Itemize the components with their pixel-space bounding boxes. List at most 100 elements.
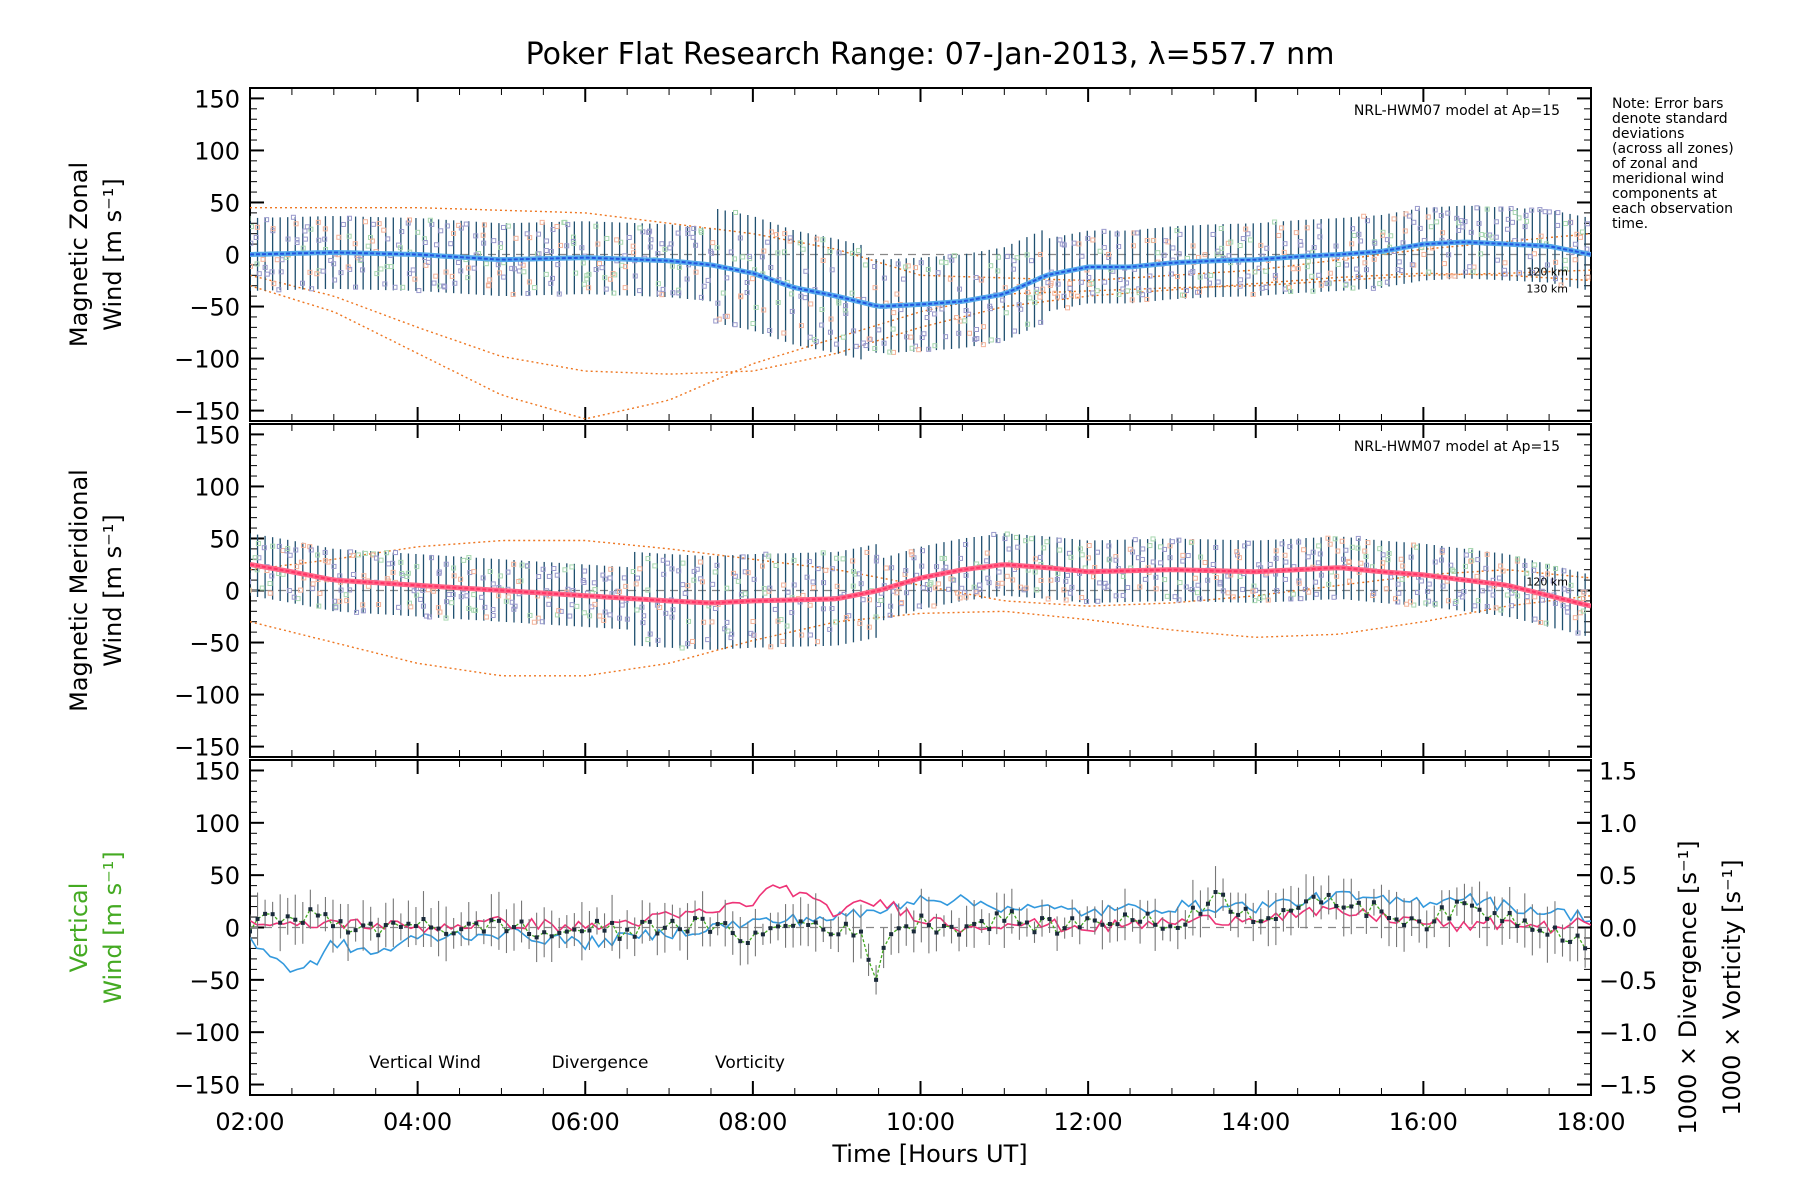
- x-tick-label: 06:00: [551, 1108, 620, 1136]
- scatter-point: [1177, 231, 1183, 237]
- scatter-point: [1532, 616, 1538, 622]
- scatter-point: [974, 590, 980, 596]
- scatter-point: [1296, 580, 1302, 586]
- scatter-point: [1297, 239, 1303, 245]
- vertical-wind-point: [564, 929, 569, 934]
- scatter-point: [1388, 233, 1394, 239]
- scatter-point: [1078, 279, 1084, 285]
- vertical-wind-point: [572, 927, 577, 932]
- scatter-point: [1493, 605, 1499, 611]
- scatter-point: [782, 231, 788, 237]
- vertical-wind-point: [1568, 939, 1573, 944]
- x-axis: 02:00 04:00 06:00 08:00 10:00 12:00 14:00 16:00…: [215, 1108, 1625, 1136]
- scatter-point: [821, 580, 827, 586]
- vertical-wind-point: [677, 927, 682, 932]
- scatter-point: [347, 266, 353, 272]
- x-tick-label: 12:00: [1054, 1108, 1123, 1136]
- vertical-wind-point: [1560, 938, 1565, 943]
- vertical-wind-point: [1537, 928, 1542, 933]
- scatter-point: [655, 251, 661, 257]
- scatter-point: [802, 295, 808, 301]
- scatter-point: [443, 561, 449, 567]
- scatter-point: [308, 547, 314, 553]
- scatter-point: [1273, 555, 1279, 561]
- scatter-point: [483, 261, 489, 267]
- scatter-point: [1068, 292, 1074, 298]
- scatter-point: [1356, 231, 1362, 237]
- scatter-point: [916, 603, 922, 609]
- mean-wind-line-overlay: [250, 241, 1591, 308]
- scatter-point: [1162, 577, 1168, 583]
- vertical-wind-point: [1522, 918, 1527, 923]
- scatter-point: [1105, 251, 1111, 257]
- scatter-point: [724, 619, 730, 625]
- scatter-point: [1448, 562, 1454, 568]
- scatter-point: [1350, 285, 1356, 291]
- vertical-wind-point: [300, 920, 305, 925]
- scatter-point: [781, 582, 787, 588]
- vertical-wind-point: [353, 928, 358, 933]
- scatter-point: [791, 557, 797, 563]
- scatter-point: [1469, 557, 1475, 563]
- scatter-point: [407, 217, 413, 223]
- scatter-point: [899, 599, 905, 605]
- vertical-wind-point: [753, 930, 758, 935]
- scatter-point: [300, 245, 306, 251]
- scatter-point: [1076, 241, 1082, 247]
- y-tick-label: 0: [225, 915, 240, 943]
- vertical-wind-point: [1394, 917, 1399, 922]
- scatter-point: [1218, 225, 1224, 231]
- scatter-point: [1364, 562, 1370, 568]
- scatter-point: [551, 566, 557, 572]
- vertical-wind-point: [557, 930, 562, 935]
- scatter-point: [481, 240, 487, 246]
- scatter-point: [1086, 274, 1092, 280]
- scatter-point: [512, 603, 518, 609]
- scatter-point: [592, 601, 598, 607]
- scatter-point: [829, 566, 835, 572]
- scatter-point: [346, 233, 352, 239]
- vertical-wind-point: [1183, 922, 1188, 927]
- scatter-point: [1462, 563, 1468, 569]
- scatter-point: [443, 269, 449, 275]
- vertical-wind-point: [421, 917, 426, 922]
- scatter-point: [622, 264, 628, 270]
- scatter-point: [400, 284, 406, 290]
- y2-tick-label: 1.0: [1599, 810, 1637, 838]
- scatter-point: [1183, 584, 1189, 590]
- scatter-point: [685, 231, 691, 237]
- scatter-point: [919, 563, 925, 569]
- vertical-wind-point: [1273, 917, 1278, 922]
- vertical-wind-point: [1138, 919, 1143, 924]
- vertical-wind-point: [512, 925, 517, 930]
- scatter-point: [682, 590, 688, 596]
- scatter-point: [441, 283, 447, 289]
- scatter-point: [1215, 279, 1221, 285]
- scatter-point: [1079, 253, 1085, 259]
- scatter-point: [378, 266, 384, 272]
- scatter-point: [384, 576, 390, 582]
- vertical-wind-point: [413, 924, 418, 929]
- scatter-point: [1446, 273, 1452, 279]
- scatter-point: [1396, 259, 1402, 265]
- scatter-point: [1061, 293, 1067, 299]
- scatter-point: [274, 257, 280, 263]
- vertical-wind-point: [632, 934, 637, 939]
- scatter-point: [1365, 540, 1371, 546]
- scatter-point: [1487, 586, 1493, 592]
- vertical-wind-point: [391, 920, 396, 925]
- scatter-point: [471, 265, 477, 271]
- scatter-point: [883, 565, 889, 571]
- scatter-point: [1102, 584, 1108, 590]
- scatter-point: [465, 275, 471, 281]
- scatter-point: [1475, 557, 1481, 563]
- scatter-point: [490, 581, 496, 587]
- vertical-wind-point: [760, 932, 765, 937]
- scatter-point: [849, 290, 855, 296]
- scatter-point: [1529, 269, 1535, 275]
- scatter-point: [1380, 229, 1386, 235]
- scatter-point: [675, 230, 681, 236]
- scatter-point: [789, 610, 795, 616]
- scatter-point: [1274, 588, 1280, 594]
- vertical-wind-point: [489, 918, 494, 923]
